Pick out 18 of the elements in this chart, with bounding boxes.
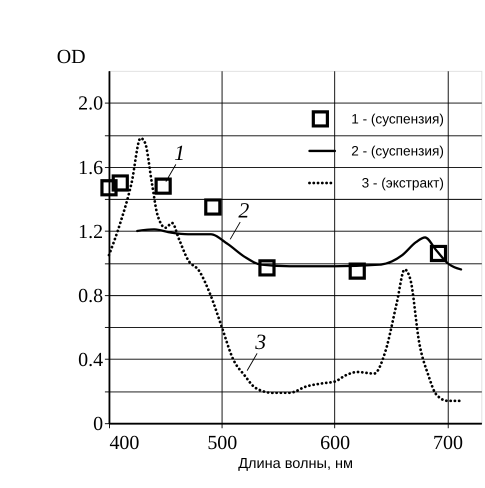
- annotation: 2: [238, 198, 250, 223]
- x-tick-label: 500: [207, 432, 238, 454]
- y-axis-title: OD: [56, 46, 86, 68]
- annotation: 1: [174, 140, 185, 165]
- legend-label: 3 - (экстракт): [362, 176, 444, 191]
- legend-label: 1 - (суспензия): [351, 111, 444, 126]
- legend-label: 2 - (суспензия): [351, 143, 444, 158]
- y-tick-label: 1.2: [78, 220, 104, 243]
- x-tick-label: 400: [109, 432, 140, 454]
- x-tick-label: 700: [432, 432, 463, 454]
- x-tick-label: 600: [320, 432, 350, 454]
- x-axis-title: Длина волны, нм: [238, 456, 354, 472]
- y-tick-label: 2.0: [78, 92, 104, 115]
- y-tick-label: 0.8: [78, 284, 104, 307]
- annotation: 3: [254, 330, 266, 354]
- y-tick-label: 1.6: [78, 156, 104, 179]
- y-tick-label: 0: [93, 413, 104, 436]
- y-tick-label: 0.4: [78, 348, 104, 371]
